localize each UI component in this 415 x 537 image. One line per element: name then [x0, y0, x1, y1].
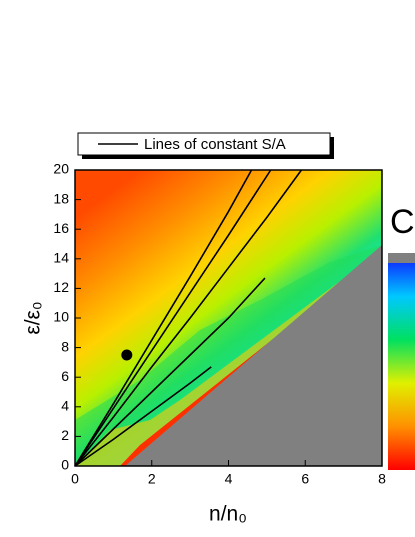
y-tick-label: 2 [61, 427, 69, 443]
x-tick-label: 6 [301, 471, 309, 487]
y-tick-label: 10 [53, 309, 69, 325]
legend-box [77, 132, 331, 156]
contour-field [75, 170, 382, 466]
y-tick-label: 12 [53, 279, 69, 295]
sa-line [74, 366, 212, 467]
y-tick-label: 6 [61, 368, 69, 384]
colorbar-gray [388, 253, 415, 263]
sa-line [74, 169, 303, 467]
y-tick-label: 20 [53, 161, 69, 177]
y-tick-label: 8 [61, 338, 69, 354]
x-axis-label: n/n₀ [209, 503, 247, 526]
x-tick-label: 4 [225, 471, 233, 487]
x-tick-label: 0 [71, 471, 79, 487]
sa-line [74, 277, 266, 467]
sa-line [74, 169, 272, 467]
y-tick-label: 0 [61, 457, 69, 473]
marker-point [121, 349, 133, 361]
sa-line [74, 169, 253, 467]
y-tick-label: 14 [53, 250, 69, 266]
y-tick-label: 18 [53, 190, 69, 206]
marks: 0 2 4 6 8 0 2 4 6 8 10 12 14 16 18 20 [53, 161, 386, 487]
y-tick-label: 16 [53, 220, 69, 236]
x-tick-label: 8 [378, 471, 386, 487]
y-tick-label: 4 [61, 398, 69, 414]
x-tick-label: 2 [148, 471, 156, 487]
colorbar [388, 253, 415, 470]
panel-label: C [390, 203, 415, 241]
y-axis-label: ε/ε₀ [22, 301, 45, 334]
legend-label: Lines of constant S/A [144, 136, 286, 153]
